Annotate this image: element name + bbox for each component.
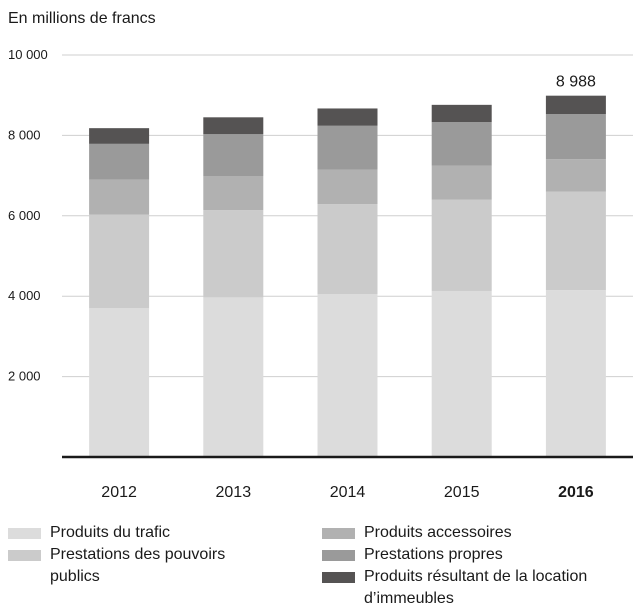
legend-item: Produits du trafic bbox=[8, 522, 278, 544]
legend-swatch bbox=[322, 528, 355, 539]
unit-label: En millions de francs bbox=[8, 10, 156, 27]
legend-label: Produits du trafic bbox=[50, 524, 171, 541]
bar-segment bbox=[545, 95, 606, 115]
x-tick-label: 2015 bbox=[444, 484, 480, 501]
bar-segment bbox=[431, 104, 492, 123]
x-tick-label: 2013 bbox=[216, 484, 252, 501]
bar-segment bbox=[203, 117, 264, 135]
y-tick-label: 8 000 bbox=[8, 127, 41, 142]
legend-item: Produits résultant de la location d’imme… bbox=[322, 566, 627, 610]
legend-label: Produits résultant de la location d’imme… bbox=[364, 568, 588, 607]
bar-segment bbox=[317, 108, 378, 126]
bar-segment bbox=[89, 179, 150, 215]
bar-segment bbox=[545, 114, 606, 160]
legend-item: Produits accessoires bbox=[322, 522, 627, 544]
legend-swatch bbox=[322, 550, 355, 561]
x-axis: 2012 2013 2014 2015 2016 bbox=[62, 455, 633, 501]
bar-segment bbox=[89, 214, 150, 309]
legend-item: Prestations propres bbox=[322, 544, 627, 566]
x-tick-label: 2012 bbox=[101, 484, 137, 501]
bar-segment bbox=[317, 294, 378, 457]
bar-segment bbox=[89, 128, 150, 144]
y-axis-ticks: 2 000 4 000 6 000 8 000 10 000 bbox=[8, 47, 48, 384]
bar-segment bbox=[431, 290, 492, 457]
legend-swatch bbox=[322, 572, 355, 583]
y-tick-label: 6 000 bbox=[8, 208, 41, 223]
y-tick-label: 10 000 bbox=[8, 47, 48, 62]
x-tick-label: 2014 bbox=[330, 484, 366, 501]
bar-segment bbox=[203, 134, 264, 177]
bar-segment bbox=[431, 199, 492, 291]
bar-segment bbox=[317, 125, 378, 170]
bar-segment bbox=[545, 159, 606, 192]
bar-segment bbox=[203, 176, 264, 211]
bar-segment bbox=[545, 290, 606, 457]
legend-label: Produits accessoires bbox=[364, 524, 512, 541]
legend: Produits du trafic Prestations des pouvoi… bbox=[0, 520, 635, 612]
bar-segment bbox=[89, 143, 150, 180]
legend-swatch bbox=[8, 528, 41, 539]
bar-segment bbox=[317, 169, 378, 205]
bar-segment bbox=[317, 204, 378, 295]
bar-segment bbox=[89, 308, 150, 457]
bar-segment bbox=[545, 191, 606, 291]
legend-item: Prestations des pouvoirs publics bbox=[8, 544, 278, 588]
bar-segment bbox=[431, 122, 492, 166]
bar-segment bbox=[203, 210, 264, 298]
legend-label: Prestations propres bbox=[364, 546, 503, 563]
y-tick-label: 4 000 bbox=[8, 288, 41, 303]
bars bbox=[89, 95, 606, 457]
legend-label: Prestations des pouvoirs publics bbox=[50, 546, 226, 585]
bar-segment bbox=[203, 297, 264, 457]
legend-swatch bbox=[8, 550, 41, 561]
data-labels: 8 988 bbox=[556, 74, 596, 91]
bar-segment bbox=[431, 165, 492, 200]
total-data-label: 8 988 bbox=[556, 74, 596, 91]
x-tick-label: 2016 bbox=[558, 484, 594, 501]
y-tick-label: 2 000 bbox=[8, 369, 41, 384]
